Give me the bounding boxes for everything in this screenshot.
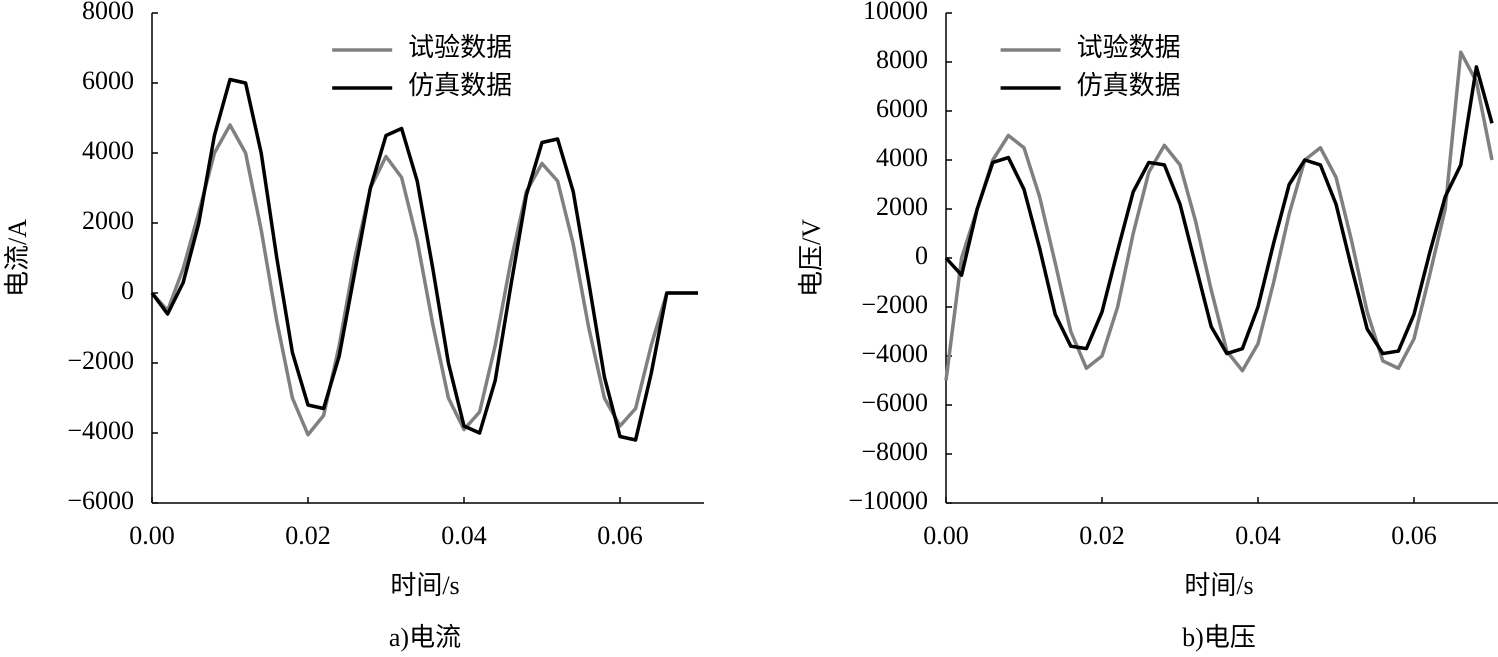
y-tick-label: 8000: [876, 45, 928, 74]
y-tick-label: −10000: [848, 486, 928, 515]
x-tick-label: 0.00: [923, 521, 969, 550]
y-tick-label: −2000: [861, 290, 928, 319]
legend-label: 试验数据: [408, 33, 512, 62]
y-tick-label: −4000: [861, 339, 928, 368]
x-tick-label: 0.06: [1391, 521, 1437, 550]
y-tick-label: 10000: [863, 0, 928, 25]
y-tick-label: 6000: [82, 66, 134, 95]
y-tick-label: 4000: [876, 143, 928, 172]
y-tick-label: −6000: [861, 388, 928, 417]
legend-label: 试验数据: [1077, 33, 1181, 62]
series-line: [150, 123, 698, 437]
series-line: [944, 50, 1494, 381]
y-tick-label: 4000: [82, 136, 134, 165]
y-tick-label: 6000: [876, 94, 928, 123]
y-tick-label: −2000: [67, 346, 134, 375]
legend-label: 仿真数据: [408, 71, 512, 100]
y-tick-label: 8000: [82, 0, 134, 25]
x-tick-label: 0.02: [1079, 521, 1125, 550]
y-tick-label: −8000: [861, 437, 928, 466]
x-tick-label: 0.04: [1235, 521, 1281, 550]
x-tick-label: 0.00: [129, 521, 175, 550]
x-tick-label: 0.06: [597, 521, 643, 550]
x-tick-label: 0.02: [285, 521, 331, 550]
y-axis-label: 电流/A: [3, 219, 32, 297]
legend-label: 仿真数据: [1077, 71, 1181, 100]
series-line: [944, 65, 1494, 356]
y-tick-label: 0: [915, 241, 928, 270]
y-tick-label: 0: [121, 276, 134, 305]
y-tick-label: 2000: [876, 192, 928, 221]
y-tick-label: 2000: [82, 206, 134, 235]
y-axis-label: 电压/V: [797, 219, 826, 297]
series-line: [150, 77, 698, 442]
y-tick-label: −6000: [67, 486, 134, 515]
x-axis-label: 时间/s: [390, 571, 459, 600]
y-tick-label: −4000: [67, 416, 134, 445]
caption: b)电压: [1182, 623, 1256, 652]
caption: a)电流: [389, 623, 461, 652]
x-tick-label: 0.04: [441, 521, 487, 550]
x-axis-label: 时间/s: [1184, 571, 1253, 600]
